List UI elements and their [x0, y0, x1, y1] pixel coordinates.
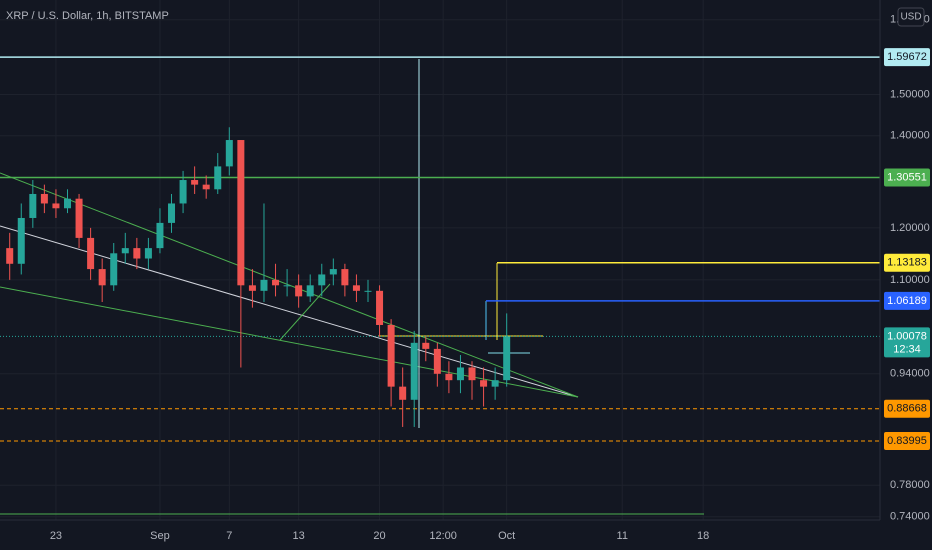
- candle-body: [248, 285, 256, 291]
- trend-drawings: [0, 59, 704, 515]
- y-tick-label: 1.10000: [890, 274, 930, 286]
- candle-body: [433, 348, 441, 374]
- candle-body: [40, 193, 48, 204]
- candle-body: [237, 140, 245, 286]
- y-tick-label: 0.94000: [890, 368, 930, 380]
- candle-body: [225, 140, 233, 167]
- level-label-box: [884, 168, 930, 187]
- candle-body: [98, 269, 106, 286]
- candle-body: [272, 279, 280, 286]
- x-tick-label: 20: [373, 530, 385, 542]
- candle-body: [52, 203, 60, 209]
- level-label-box: [884, 327, 930, 358]
- candle-body: [480, 380, 488, 387]
- level-label: 0.83995: [887, 435, 927, 447]
- trend-line: [0, 172, 579, 398]
- candle-body: [156, 222, 164, 249]
- candle-body: [87, 237, 95, 270]
- y-tick-label: 0.78000: [890, 479, 930, 491]
- trend-line: [0, 225, 579, 398]
- candle-body: [29, 193, 37, 218]
- level-label: 1.13183: [887, 257, 927, 269]
- candle-body: [214, 166, 222, 190]
- candle-body: [110, 253, 118, 286]
- y-tick-label: 1.50000: [890, 88, 930, 100]
- candle-body: [468, 367, 476, 381]
- x-tick-label: 12:00: [429, 530, 457, 542]
- candle-body: [491, 380, 499, 387]
- candle-body: [352, 285, 360, 291]
- candle-body: [318, 274, 326, 286]
- candle-body: [121, 248, 129, 254]
- x-tick-label: 18: [697, 530, 709, 542]
- candle-body: [283, 285, 291, 287]
- candle-body: [364, 290, 372, 292]
- candle-body: [260, 279, 268, 291]
- candle-body: [295, 285, 303, 297]
- x-tick-label: 7: [226, 530, 232, 542]
- candles: [6, 127, 511, 427]
- trend-line: [0, 286, 579, 398]
- level-label-box: [884, 399, 930, 418]
- level-label: 0.88668: [887, 403, 927, 415]
- candle-body: [329, 269, 337, 275]
- level-label-box: [884, 48, 930, 67]
- currency[interactable]: USD: [900, 12, 921, 23]
- candle-body: [144, 248, 152, 259]
- candle-body: [503, 336, 511, 381]
- candle-body: [456, 367, 464, 381]
- grid: [0, 0, 880, 520]
- candle-body: [6, 248, 14, 264]
- candle-body: [179, 180, 187, 204]
- level-label-box: [884, 291, 930, 310]
- levels: [0, 56, 880, 442]
- chart-title: XRP / U.S. Dollar, 1h, BITSTAMP: [6, 10, 169, 22]
- time-axis: [0, 520, 880, 550]
- candle-body: [17, 217, 25, 264]
- candle-body: [133, 248, 141, 259]
- candle-body: [191, 180, 199, 185]
- candle-body: [75, 198, 83, 238]
- x-tick-label: 11: [617, 530, 628, 542]
- x-tick-label: 13: [293, 530, 305, 542]
- candle-body: [341, 269, 349, 286]
- y-tick-label: 1.40000: [890, 130, 930, 142]
- candle-body: [399, 386, 407, 400]
- candle-body: [422, 342, 430, 349]
- level-label: 1.59672: [887, 51, 927, 63]
- y-tick-label: 1.20000: [890, 222, 930, 234]
- countdown: 12:34: [893, 343, 921, 355]
- candle-body: [202, 184, 210, 190]
- candle-body: [63, 198, 71, 209]
- candle-body: [445, 373, 453, 381]
- x-tick-label: Oct: [498, 530, 515, 542]
- x-tick-label: Sep: [150, 530, 170, 542]
- candle-body: [387, 324, 395, 387]
- level-label-box: [884, 432, 930, 451]
- candle-body: [306, 285, 314, 297]
- candle-body: [168, 203, 176, 223]
- candle-body: [410, 342, 418, 400]
- level-label-box: [884, 253, 930, 272]
- axis-labels: 0.74000 0.78000 0.94000 1.10000 1.20000 1.400…: [50, 14, 930, 542]
- level-label: 1.06189: [887, 295, 927, 307]
- x-tick-label: 23: [50, 530, 62, 542]
- level-label: 1.30551: [887, 171, 927, 183]
- candle-body: [376, 290, 384, 325]
- y-tick-label: 0.74000: [890, 511, 930, 523]
- currency-badge[interactable]: [897, 7, 925, 27]
- price-axis: [880, 0, 932, 550]
- level-label: 1.00078: [887, 330, 927, 342]
